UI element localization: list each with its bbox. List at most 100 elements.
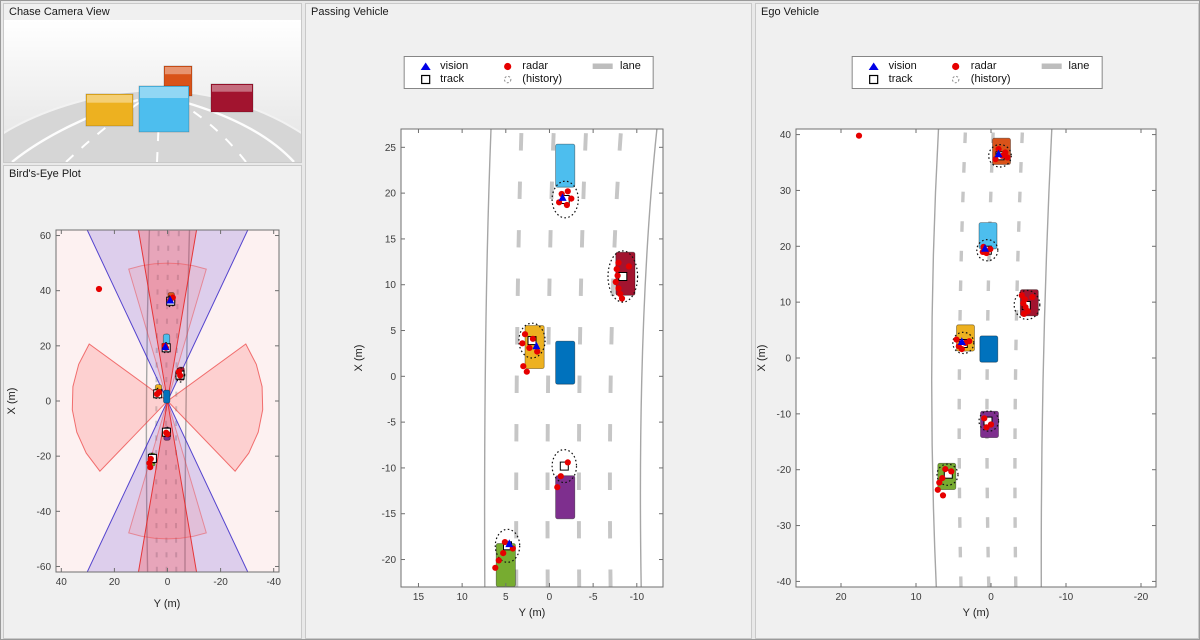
legend-item-lane: lane [592,60,641,72]
legend-item-vision: vision [865,60,917,72]
ego-vehicle [555,340,576,385]
vision-marker-icon [420,62,431,70]
lane-swatch-icon [1041,63,1062,69]
radar-detection [568,195,575,202]
radar-detection [95,285,103,293]
radar-detection [934,486,941,493]
ego-plot-canvas[interactable]: X (m) Y (m) 40 30 20 10 0 -10 -20 -30 -40 20 10 0 -1… [756,20,1198,638]
radar-detection [520,363,527,370]
legend-label-vision: vision [888,60,917,72]
panel-title-chase: Chase Camera View [9,6,110,18]
y-tick-label: -40 [37,507,52,518]
radar-detection [987,421,995,428]
vision-detection [957,337,966,345]
legend-item-radar: radar [498,60,562,72]
vision-detection [558,193,567,201]
lane-boundary [930,129,940,587]
panel-title-ego: Ego Vehicle [761,6,820,18]
rear-vision-coverage [86,399,249,572]
maroon-car-roof [212,85,252,92]
passing-plot-canvas[interactable]: X (m) Y (m) 25 20 15 10 5 0 -5 -10 -15 -20 15 10 5 0 -… [306,20,751,638]
legend-label-radar: radar [970,60,997,72]
radar-detection [155,389,163,396]
purple-vehicle [555,475,576,520]
radar-detection [557,473,564,480]
radar-detection [966,338,973,345]
lane-boundary [1040,129,1053,587]
radar-detection [958,346,965,353]
lane-boundary [483,129,492,587]
radar-detection [526,344,533,351]
right-radar-coverage [166,343,264,472]
radar-detection [563,201,570,209]
radar-detection [987,246,994,253]
history-ellipse [952,331,975,355]
x-tick-label: 40 [56,577,68,588]
y-tick-label: -10 [382,463,397,474]
history-marker-icon [503,75,511,84]
lane-marking [155,230,160,572]
x-tick-label: 15 [413,592,425,603]
radar-detection [1029,294,1036,301]
history-ellipse [978,410,1000,432]
radar-detection [981,415,988,422]
y-tick-label: 10 [780,298,792,309]
panel-passing-vehicle: Passing Vehicle vision radar lane track … [305,3,752,639]
x-tick-label: 5 [503,592,509,603]
history-marker-icon [952,75,960,84]
radar-detection [147,464,154,471]
lane-swatch-icon [593,63,614,69]
lane-marking [65,97,147,162]
front-mid-radar-coverage [128,262,207,403]
plot-content [855,129,1053,587]
vision-detection [166,295,175,304]
legend-item-history: (history) [947,73,1011,85]
radar-marker-icon [503,62,511,71]
front-vision-coverage [86,230,249,403]
legend-label-lane: lane [620,60,641,72]
right-road-edge [183,100,295,162]
orange-car-roof [165,67,191,75]
radar-detection [942,466,949,473]
radar-detection [855,132,863,139]
birdseye-plot-canvas[interactable]: X (m) Y (m) 60 40 20 0 -20 -40 -60 40 20 0 -20 -40 [4,182,301,638]
radar-detection [939,475,946,482]
history-ellipse [175,367,186,383]
panel-chase-camera-view: Chase Camera View [3,3,302,163]
radar-detection [534,348,541,355]
y-tick-label: 25 [385,143,397,154]
radar-detection [164,431,171,438]
y-tick-label: 40 [40,286,52,297]
radar-detection [521,331,529,338]
radar-detection [1020,310,1028,317]
panel-birdseye-plot: Bird's-Eye Plot X (m) Y (m) 60 40 20 0 -20 -4… [3,165,302,639]
vision-detection [994,149,1003,158]
y-tick-label: 0 [390,372,396,383]
x-tick-label: 20 [835,592,847,603]
radar-detection [1004,154,1011,161]
lane-marking [607,129,624,587]
lane-marking [545,129,556,587]
radar-detection [614,272,621,279]
history-ellipse [988,144,1012,168]
lane-marking [165,230,170,572]
legend-item-track: track [416,73,468,85]
radar-detection [612,278,619,286]
panel-title-birdseye: Bird's-Eye Plot [9,168,81,180]
legend-item-vision: vision [416,60,468,72]
radar-detection [554,484,561,491]
vision-detection [505,539,514,548]
y-tick-label: 20 [40,341,52,352]
panel-title-passing: Passing Vehicle [311,6,389,18]
plot-background [796,129,1156,587]
y-tick-label: 0 [45,397,51,408]
history-ellipse [551,449,578,484]
radar-detection [995,146,1002,153]
rear-long-radar-coverage [137,400,198,572]
radar-detection [500,550,507,557]
lane-marking [174,230,180,572]
legend-label-track: track [888,73,913,85]
chase-camera-canvas[interactable] [4,20,301,162]
x-tick-label: -5 [589,592,598,603]
vision-detection [161,342,170,351]
